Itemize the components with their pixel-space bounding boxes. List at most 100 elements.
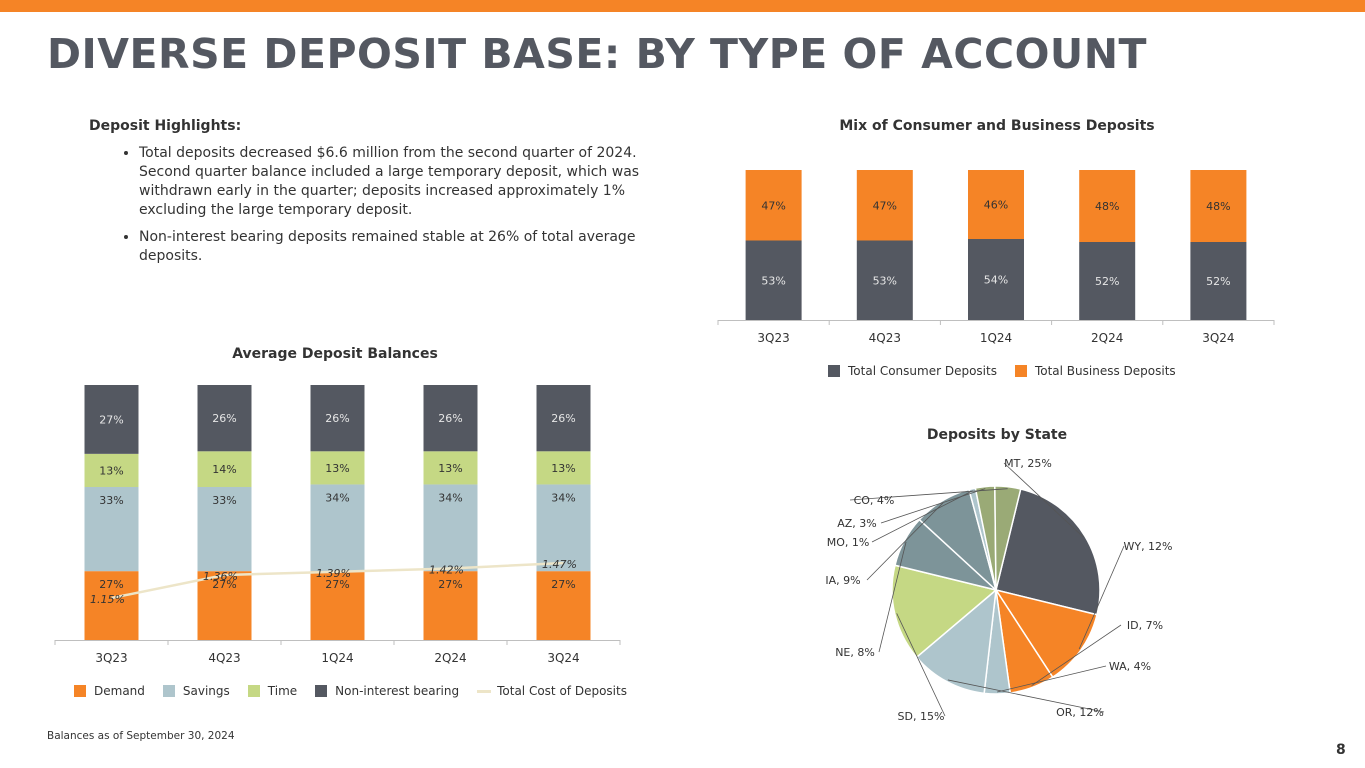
balances-legend: Demand Savings Time Non-interest bearing… — [74, 684, 645, 698]
legend-swatch — [247, 685, 260, 697]
page-number: 8 — [1336, 742, 1346, 758]
x-tick-label: 4Q23 — [869, 331, 901, 345]
pie-data-label: MT, 25% — [1004, 457, 1052, 470]
bar-total-business-deposits — [1079, 170, 1136, 242]
pie-leader-line — [896, 613, 946, 717]
legend-item-business: Total Business Deposits — [1014, 364, 1176, 378]
legend-swatch — [74, 685, 86, 697]
bar-data-label: 52% — [1095, 275, 1119, 288]
mix-chart-title: Mix of Consumer and Business Deposits — [839, 118, 1155, 134]
bar-total-business-deposits — [745, 170, 802, 241]
bar-time — [84, 453, 139, 487]
bar-demand — [197, 571, 252, 640]
legend-swatch — [1014, 365, 1027, 377]
cost-data-label: 1.47% — [542, 558, 577, 571]
bar-data-label: 33% — [99, 494, 123, 507]
cost-data-label: 1.36% — [203, 570, 238, 583]
mix-legend: Total Consumer Deposits Total Business D… — [828, 364, 1194, 378]
state-chart-title: Deposits by State — [926, 427, 1068, 443]
bar-data-label: 13% — [99, 464, 123, 477]
pie-leader-line — [878, 541, 907, 653]
legend-line-swatch — [477, 689, 492, 693]
cost-data-label: 1.15% — [90, 593, 125, 606]
highlights-heading: Deposit Highlights: — [89, 118, 242, 134]
bar-demand — [423, 571, 478, 640]
pie-leader-line — [849, 488, 1008, 501]
bar-data-label: 27% — [99, 413, 123, 426]
bar-data-label: 47% — [761, 199, 785, 212]
bar-savings — [197, 487, 252, 572]
pie-data-label: MO, 1% — [827, 536, 870, 549]
pie-data-label: WY, 12% — [1123, 540, 1172, 553]
pie-slice-wy — [994, 588, 1098, 679]
bar-total-business-deposits — [968, 170, 1024, 239]
bar-demand — [84, 571, 139, 640]
cost-data-label: 1.39% — [316, 567, 351, 580]
bar-total-consumer-deposits — [1190, 242, 1247, 320]
bar-time — [536, 451, 591, 485]
balances-chart-title: Average Deposit Balances — [232, 346, 438, 362]
bar-non-interest-bearing — [423, 385, 478, 452]
legend-swatch — [828, 365, 840, 377]
bar-savings — [310, 484, 365, 572]
pie-leader-line — [871, 490, 973, 543]
bar-data-label: 27% — [325, 578, 349, 591]
bar-data-label: 54% — [984, 274, 1008, 287]
deposit-highlights: Deposit Highlights: Total deposits decre… — [89, 118, 649, 274]
bar-total-consumer-deposits — [745, 240, 802, 320]
pie-data-label: SD, 15% — [898, 710, 945, 723]
bar-data-label: 52% — [1206, 275, 1230, 288]
x-tick-label: 4Q23 — [208, 651, 240, 665]
pie-leader-line — [1003, 462, 1084, 538]
legend-swatch — [162, 685, 175, 697]
legend-label: Total Cost of Deposits — [497, 684, 627, 698]
bar-total-business-deposits — [1190, 170, 1247, 242]
pie-data-label: CO, 4% — [854, 494, 895, 507]
bar-non-interest-bearing — [84, 385, 139, 454]
bar-data-label: 48% — [1206, 200, 1230, 213]
bar-total-consumer-deposits — [968, 239, 1024, 320]
bar-data-label: 34% — [325, 491, 349, 504]
x-tick-label: 3Q23 — [757, 331, 789, 345]
bar-non-interest-bearing — [310, 385, 365, 452]
pie-slice-co — [994, 485, 1022, 591]
bar-savings — [536, 484, 591, 572]
bar-data-label: 14% — [212, 463, 236, 476]
bar-total-consumer-deposits — [856, 240, 913, 320]
legend-label: Total Business Deposits — [1034, 364, 1176, 378]
legend-label: Demand — [94, 684, 145, 698]
x-tick-label: 2Q24 — [1091, 331, 1123, 345]
bar-data-label: 34% — [438, 491, 462, 504]
x-tick-label: 2Q24 — [434, 651, 466, 665]
bar-demand — [310, 571, 365, 640]
footnote: Balances as of September 30, 2024 — [47, 730, 235, 742]
bar-data-label: 47% — [873, 199, 897, 212]
x-tick-label: 3Q24 — [1202, 331, 1234, 345]
legend-item-consumer: Total Consumer Deposits — [828, 364, 997, 378]
bar-demand — [536, 571, 591, 640]
bar-time — [197, 451, 252, 487]
highlights-list: Total deposits decreased $6.6 million fr… — [89, 144, 649, 266]
pie-data-label: ID, 7% — [1127, 619, 1163, 632]
pie-data-label: NE, 8% — [835, 646, 875, 659]
bar-data-label: 13% — [325, 462, 349, 475]
bar-data-label: 27% — [99, 578, 123, 591]
legend-item-cost: Total Cost of Deposits — [477, 684, 627, 698]
bar-data-label: 26% — [438, 412, 462, 425]
top-accent-bar — [0, 0, 1365, 12]
pie-leader-line — [866, 502, 944, 581]
bar-non-interest-bearing — [197, 385, 252, 452]
bar-data-label: 27% — [212, 578, 236, 591]
pie-data-label: IA, 9% — [825, 574, 860, 587]
bar-time — [310, 451, 365, 485]
legend-label: Savings — [182, 684, 230, 698]
pie-slice-sd — [891, 564, 998, 659]
bar-time — [423, 451, 478, 485]
x-tick-label: 3Q23 — [95, 651, 127, 665]
pie-data-label: OR, 12% — [1056, 706, 1104, 719]
pie-leader-line — [1031, 624, 1122, 686]
bar-total-business-deposits — [856, 170, 913, 241]
legend-label: Time — [267, 684, 298, 698]
page-title: DIVERSE DEPOSIT BASE: BY TYPE OF ACCOUNT — [47, 30, 1147, 78]
legend-item-demand: Demand — [74, 684, 145, 698]
